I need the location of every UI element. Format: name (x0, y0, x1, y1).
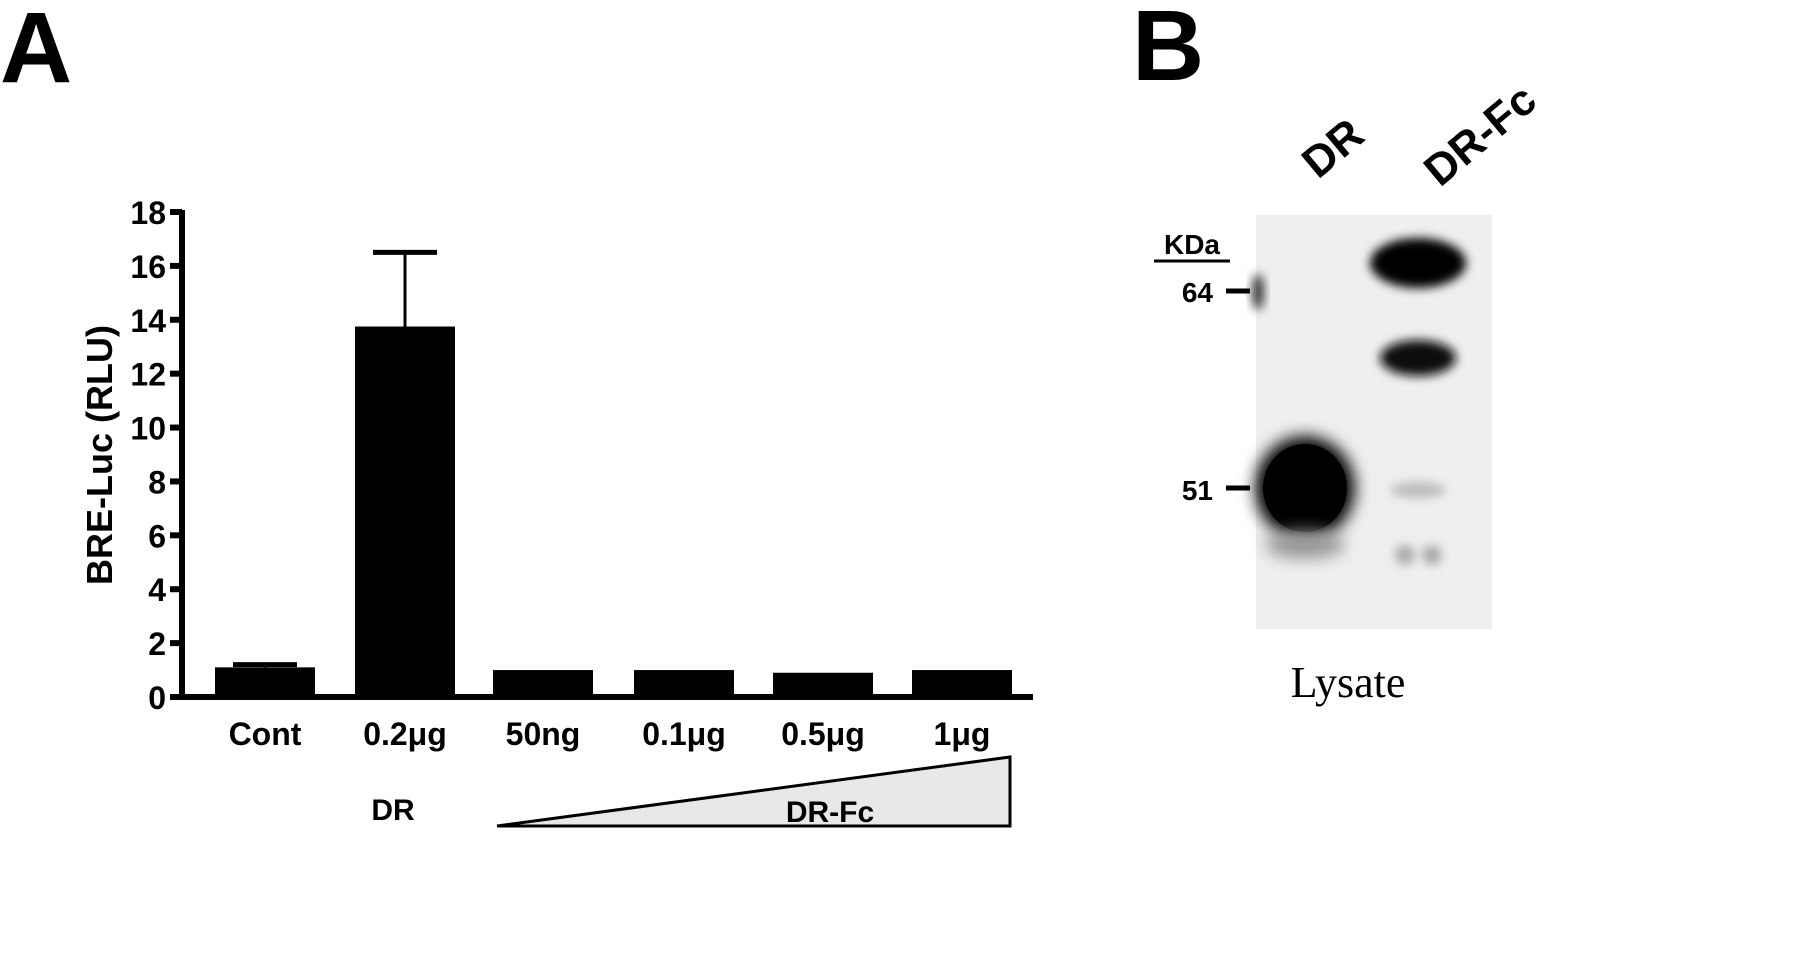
x-tick-label: 50ng (506, 716, 581, 752)
y-tick-label: 6 (148, 518, 166, 554)
bar (215, 667, 315, 697)
marker-51: 51 (1182, 475, 1213, 506)
band-drfc-dot2 (1422, 545, 1442, 565)
lane-label-dr: DR (1293, 109, 1373, 187)
blot-caption: Lysate (1291, 658, 1406, 707)
lane-label-dr-fc: DR-Fc (1415, 75, 1546, 196)
group-label-dr: DR (371, 794, 415, 827)
blot-membrane (1256, 215, 1492, 629)
y-tick-label: 0 (148, 680, 166, 716)
y-tick-label: 8 (148, 464, 166, 500)
bar-chart: BRE-Luc (RLU) 0 2 4 6 8 10 12 14 16 18 Cont 0.2μg 5… (79, 195, 1033, 829)
bar (634, 670, 734, 697)
x-tick-label: 1μg (934, 716, 991, 752)
x-tick-label: 0.5μg (781, 716, 865, 752)
western-blot: DR DR-Fc KDa 64 51 Lysate (1154, 75, 1546, 707)
x-tick-label: 0.2μg (363, 716, 447, 752)
bar (493, 670, 593, 697)
y-tick-label: 18 (130, 195, 166, 231)
bar (912, 670, 1012, 697)
y-tick-label: 10 (130, 411, 166, 447)
dose-gradient-triangle (496, 755, 1012, 828)
blot-bands (1252, 238, 1466, 565)
panel-b-label: B (1132, 0, 1204, 102)
group-label-dr-fc: DR-Fc (786, 796, 874, 829)
band-drfc-faint (1390, 482, 1446, 498)
marker-64: 64 (1182, 277, 1214, 308)
y-tick-label: 2 (148, 626, 166, 662)
y-tick-label: 12 (130, 357, 166, 393)
y-tick-label: 16 (130, 249, 166, 285)
band-dr-51-core (1263, 444, 1347, 532)
x-tick-label: 0.1μg (642, 716, 726, 752)
band-drfc-top (1370, 238, 1466, 288)
y-tick-label: 4 (148, 572, 166, 608)
band-edge (1252, 274, 1264, 310)
bar (355, 326, 455, 697)
band-drfc-dot1 (1395, 545, 1415, 565)
bar (773, 672, 873, 697)
y-tick-label: 14 (130, 303, 166, 339)
kda-label: KDa (1164, 229, 1220, 260)
band-dr-smear (1265, 531, 1345, 559)
y-axis-label: BRE-Luc (RLU) (79, 325, 120, 585)
x-tick-label: Cont (229, 716, 302, 752)
panel-a-label: A (0, 0, 72, 104)
band-drfc-mid (1380, 340, 1456, 376)
